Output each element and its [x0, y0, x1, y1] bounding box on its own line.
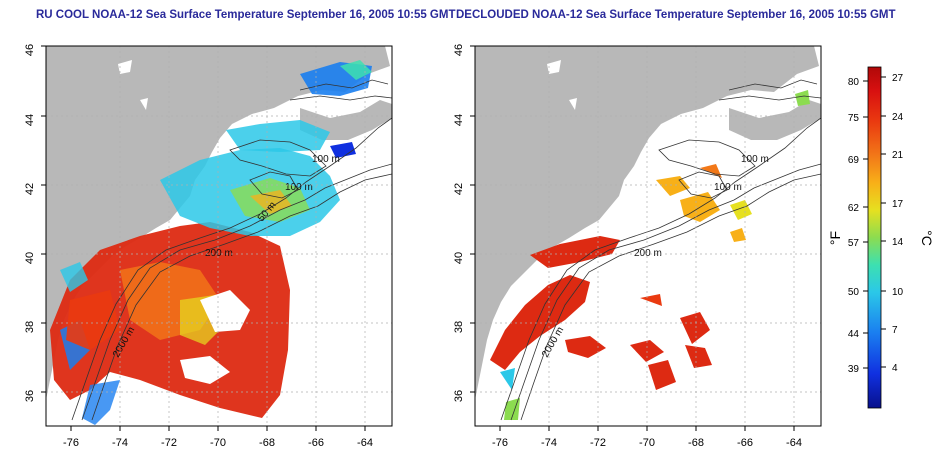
- left-bathymetry-contours: [71, 79, 392, 421]
- left-map-panel: 100 m 100 m 200 m 2000 m 50 m -76 -74 -7…: [24, 44, 393, 449]
- svg-text:36: 36: [24, 390, 36, 402]
- right-land: [475, 46, 819, 400]
- left-grid: [46, 46, 392, 426]
- svg-text:-66: -66: [737, 437, 753, 449]
- svg-text:-64: -64: [786, 437, 802, 449]
- colorbar-celsius-label: °C: [919, 230, 935, 246]
- svg-text:-68: -68: [259, 437, 275, 449]
- svg-text:38: 38: [24, 321, 36, 333]
- colorbar-gradient: [867, 66, 882, 409]
- svg-text:42: 42: [24, 183, 36, 195]
- colorbar-fahrenheit-label: °F: [827, 231, 843, 245]
- left-map-title: RU COOL NOAA-12 Sea Surface Temperature …: [36, 9, 456, 21]
- svg-text:44: 44: [848, 329, 860, 340]
- svg-text:-66: -66: [308, 437, 324, 449]
- svg-text:21: 21: [892, 150, 904, 161]
- svg-text:46: 46: [453, 44, 465, 56]
- right-map-frame: [474, 45, 822, 427]
- svg-text:27: 27: [892, 73, 904, 84]
- right-map-panel: 100 m 100 m 200 m 2000 m -76 -74 -72 -70…: [453, 44, 822, 449]
- colorbar: 80 75 69 62 57 50 44 39 27 24 21 17 14 1…: [827, 66, 935, 409]
- svg-text:10: 10: [892, 287, 904, 298]
- svg-text:7: 7: [892, 325, 898, 336]
- svg-text:4: 4: [892, 363, 898, 374]
- svg-text:80: 80: [848, 77, 860, 88]
- svg-text:100 m: 100 m: [312, 154, 340, 165]
- right-sst-field: [490, 90, 810, 420]
- svg-text:17: 17: [892, 199, 904, 210]
- svg-text:-72: -72: [161, 437, 177, 449]
- right-x-axis: -76 -74 -72 -70 -68 -66 -64: [492, 426, 802, 449]
- svg-text:14: 14: [892, 237, 904, 248]
- svg-text:46: 46: [24, 44, 36, 56]
- right-map-title: DECLOUDED NOAA-12 Sea Surface Temperatur…: [456, 9, 896, 21]
- svg-text:200 m: 200 m: [205, 248, 233, 259]
- svg-text:100 m: 100 m: [714, 182, 742, 193]
- svg-text:42: 42: [453, 183, 465, 195]
- svg-text:100 m: 100 m: [285, 182, 313, 193]
- svg-text:69: 69: [848, 155, 860, 166]
- svg-text:-70: -70: [639, 437, 655, 449]
- svg-text:75: 75: [848, 113, 860, 124]
- colorbar-fahrenheit-ticks: 80 75 69 62 57 50 44 39: [848, 77, 868, 375]
- svg-text:-76: -76: [492, 437, 508, 449]
- svg-text:38: 38: [453, 321, 465, 333]
- right-y-axis: 46 44 42 40 38 36: [453, 44, 475, 402]
- svg-text:-68: -68: [688, 437, 704, 449]
- colorbar-celsius-ticks: 27 24 21 17 14 10 7 4: [881, 73, 904, 374]
- svg-text:50: 50: [848, 287, 860, 298]
- svg-text:-76: -76: [63, 437, 79, 449]
- svg-text:-72: -72: [590, 437, 606, 449]
- left-land: [46, 46, 390, 400]
- svg-text:-74: -74: [541, 437, 557, 449]
- left-map-frame: [45, 45, 393, 427]
- svg-text:200 m: 200 m: [634, 248, 662, 259]
- svg-text:44: 44: [453, 114, 465, 126]
- svg-text:57: 57: [848, 238, 860, 249]
- svg-text:40: 40: [24, 252, 36, 264]
- svg-text:-64: -64: [357, 437, 373, 449]
- svg-text:24: 24: [892, 112, 904, 123]
- svg-text:-70: -70: [210, 437, 226, 449]
- svg-text:39: 39: [848, 364, 860, 375]
- left-x-axis: -76 -74 -72 -70 -68 -66 -64: [63, 426, 373, 449]
- svg-text:-74: -74: [112, 437, 128, 449]
- right-grid: [475, 46, 821, 426]
- svg-text:100 m: 100 m: [741, 154, 769, 165]
- svg-text:62: 62: [848, 203, 860, 214]
- svg-text:44: 44: [24, 114, 36, 126]
- left-y-axis: 46 44 42 40 38 36: [24, 44, 46, 402]
- svg-text:40: 40: [453, 252, 465, 264]
- svg-text:36: 36: [453, 390, 465, 402]
- right-bathymetry-contours: [500, 79, 821, 421]
